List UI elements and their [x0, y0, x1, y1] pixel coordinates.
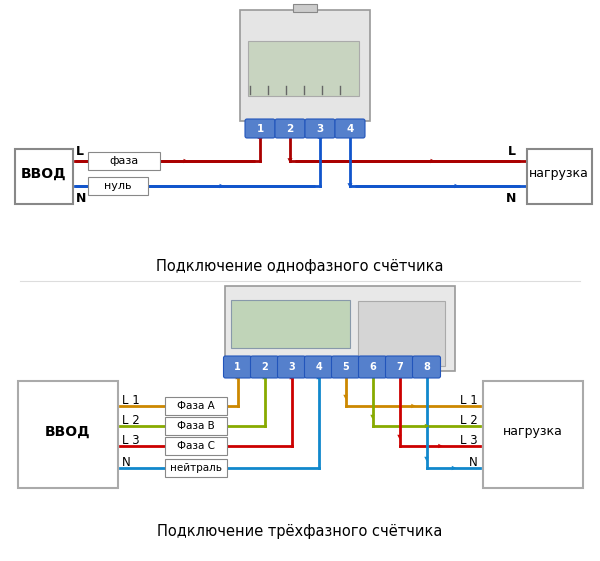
FancyBboxPatch shape [386, 356, 413, 378]
Bar [231, 300, 350, 348]
FancyBboxPatch shape [335, 119, 365, 138]
Bar [165, 437, 227, 455]
Bar [248, 41, 359, 96]
Text: N: N [122, 457, 131, 470]
Bar [527, 149, 592, 204]
Text: 2: 2 [261, 362, 268, 372]
Text: N: N [506, 191, 516, 205]
Text: L 3: L 3 [122, 435, 140, 448]
Text: 4: 4 [315, 362, 322, 372]
Text: нагрузка: нагрузка [529, 167, 589, 180]
FancyBboxPatch shape [305, 119, 335, 138]
Text: фаза: фаза [109, 156, 139, 166]
Text: ВВОД: ВВОД [45, 425, 91, 439]
Text: N: N [76, 191, 86, 205]
Text: Фаза А: Фаза А [177, 401, 215, 411]
FancyBboxPatch shape [275, 119, 305, 138]
Text: нагрузка: нагрузка [503, 425, 563, 439]
Bar [165, 417, 227, 435]
Text: Подключение однофазного счётчика: Подключение однофазного счётчика [156, 259, 444, 274]
Text: 1: 1 [234, 362, 241, 372]
Text: Фаза С: Фаза С [177, 441, 215, 451]
Text: L 2: L 2 [122, 415, 140, 427]
Bar [88, 152, 160, 170]
Text: 8: 8 [423, 362, 430, 372]
Text: нуль: нуль [104, 181, 132, 191]
Text: 3: 3 [288, 362, 295, 372]
Text: N: N [469, 457, 478, 470]
Text: 3: 3 [316, 123, 323, 134]
FancyBboxPatch shape [305, 356, 332, 378]
Bar [293, 4, 317, 12]
Text: 2: 2 [286, 123, 293, 134]
Text: L 1: L 1 [122, 394, 140, 407]
Text: L: L [508, 145, 516, 158]
Text: 4: 4 [346, 123, 353, 134]
Bar [165, 397, 227, 415]
FancyBboxPatch shape [277, 356, 305, 378]
FancyBboxPatch shape [251, 356, 278, 378]
Text: Подключение трёхфазного счётчика: Подключение трёхфазного счётчика [157, 523, 443, 539]
Bar [165, 459, 227, 477]
Bar [15, 149, 73, 204]
Text: 1: 1 [256, 123, 263, 134]
FancyBboxPatch shape [359, 356, 386, 378]
Text: Фаза В: Фаза В [177, 421, 215, 431]
Bar [240, 10, 370, 121]
Bar [18, 381, 118, 488]
Text: L: L [76, 145, 84, 158]
Text: нейтраль: нейтраль [170, 463, 222, 473]
FancyBboxPatch shape [223, 356, 251, 378]
Text: ВВОД: ВВОД [21, 167, 67, 181]
Text: L 2: L 2 [460, 415, 478, 427]
Bar [358, 301, 445, 366]
Text: 7: 7 [396, 362, 403, 372]
FancyBboxPatch shape [245, 119, 275, 138]
Bar [225, 286, 455, 371]
Text: 6: 6 [369, 362, 376, 372]
FancyBboxPatch shape [413, 356, 440, 378]
Text: L 3: L 3 [460, 435, 478, 448]
Text: 5: 5 [342, 362, 349, 372]
Text: L 1: L 1 [460, 394, 478, 407]
FancyBboxPatch shape [331, 356, 359, 378]
Bar [483, 381, 583, 488]
Bar [88, 177, 148, 195]
